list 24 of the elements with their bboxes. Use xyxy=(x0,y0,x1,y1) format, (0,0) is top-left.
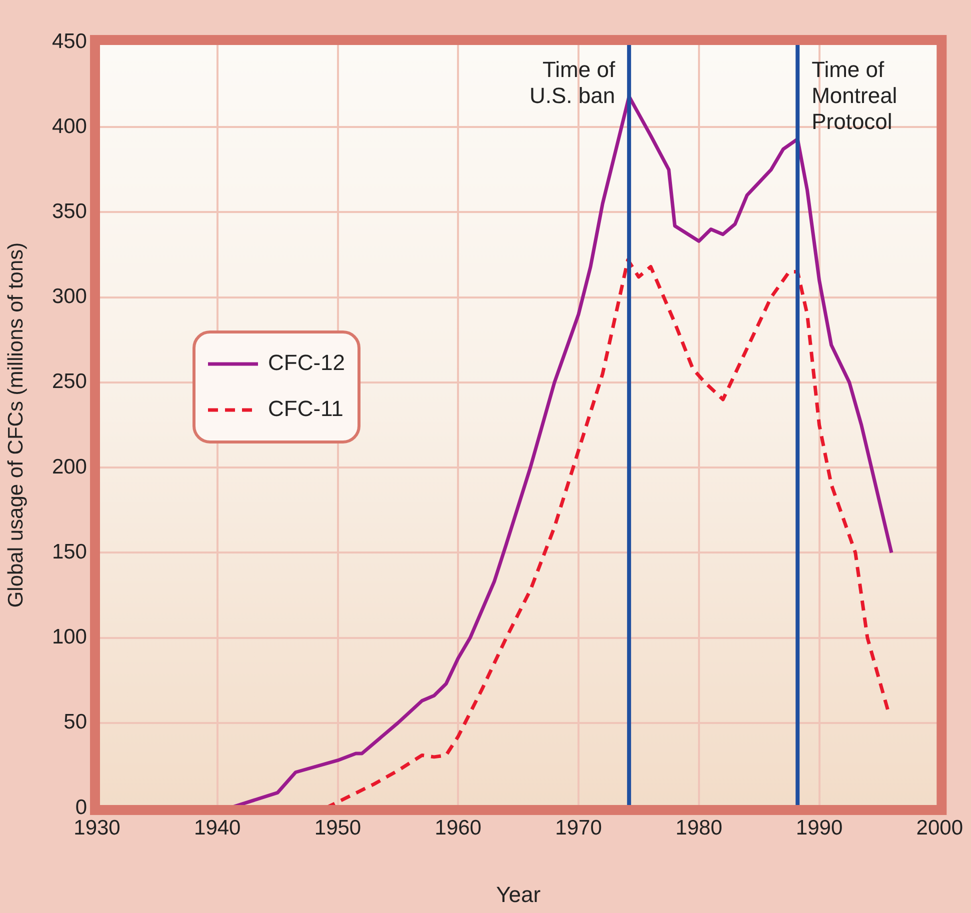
y-tick-label: 0 xyxy=(75,796,87,819)
x-tick-label: 1980 xyxy=(676,816,722,840)
x-tick-label: 1990 xyxy=(796,816,843,840)
y-tick-label: 250 xyxy=(52,370,87,394)
x-axis-title: Year xyxy=(496,882,541,907)
y-tick-label: 400 xyxy=(52,114,87,138)
y-tick-label: 300 xyxy=(52,285,87,308)
y-tick-label: 200 xyxy=(52,455,87,478)
y-tick-label: 100 xyxy=(52,626,87,649)
ref-line-label: Time of U.S. ban xyxy=(529,57,616,108)
y-axis-title: Global usage of CFCs (millions of tons) xyxy=(4,242,28,608)
legend-label: CFC-11 xyxy=(268,396,344,422)
y-tick-label: 350 xyxy=(52,200,87,224)
x-tick-label: 1950 xyxy=(314,816,362,840)
legend-label: CFC-12 xyxy=(268,350,346,376)
x-tick-label: 1930 xyxy=(74,816,120,840)
ref-line-label: Time of Montreal Protocol xyxy=(812,57,898,134)
y-tick-label: 50 xyxy=(64,710,87,734)
x-tick-label: 1970 xyxy=(555,816,602,840)
x-tick-label: 1940 xyxy=(194,816,241,840)
x-tick-label: 1960 xyxy=(434,816,482,840)
y-tick-label: 450 xyxy=(52,30,87,53)
y-tick-label: 150 xyxy=(52,540,87,564)
x-tick-label: 2000 xyxy=(916,816,963,840)
